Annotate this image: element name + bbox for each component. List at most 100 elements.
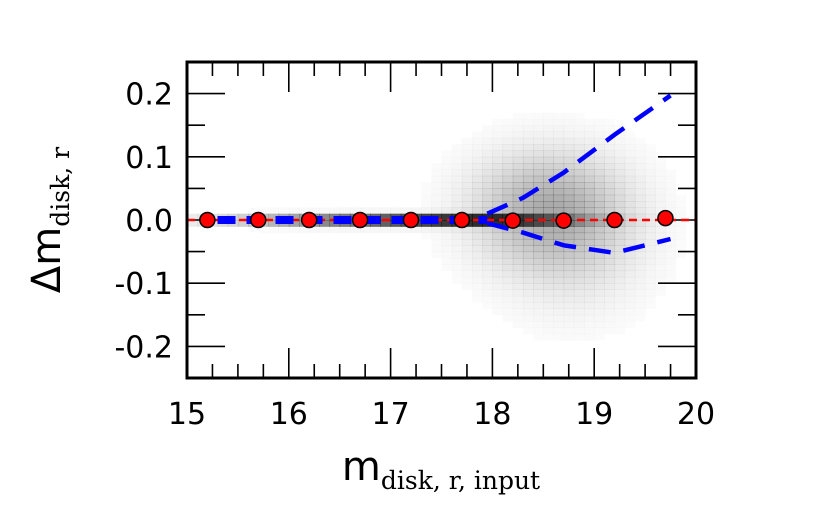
density-cell [645,157,656,164]
density-cell [676,195,687,202]
density-cell [584,257,595,265]
density-cell [564,321,575,328]
density-cell [594,276,605,284]
density-cell [584,270,595,278]
density-cell [451,182,463,189]
density-cell [604,315,615,322]
density-cell [553,131,565,139]
density-cell [533,188,544,196]
density-cell [614,201,626,208]
density-cell [676,201,687,208]
density-cell [512,283,524,291]
density-cell [533,163,544,170]
density-cell [289,226,300,233]
density-cell [461,182,473,189]
density-cell [472,296,483,303]
density-cell [472,213,483,221]
density-cell [594,283,605,291]
density-cell [452,264,463,271]
density-cell [482,144,493,151]
density-cell [533,289,544,297]
density-cell [634,207,646,215]
density-cell [502,251,514,259]
density-cell [563,201,575,208]
density-cell [512,201,524,208]
density-cell [553,125,564,132]
density-cell [452,277,463,284]
density-cell [584,315,595,322]
density-cell [614,169,626,177]
density-cell [574,321,585,328]
density-cell [624,283,636,291]
density-cell [624,201,636,208]
density-cell [461,175,473,183]
density-cell [441,226,453,234]
density-cell [462,264,473,271]
density-cell [573,302,585,309]
density-cell [584,188,595,196]
density-cell [442,245,453,252]
density-cell [442,150,453,157]
density-cell [502,188,514,196]
density-cell [482,238,493,246]
density-cell [594,264,605,272]
density-cell [431,163,442,170]
density-cell [533,283,544,291]
density-cell [492,150,504,158]
density-cell [543,207,554,215]
density-cell [573,232,585,240]
density-cell [563,137,575,145]
density-cell [492,308,503,315]
density-cell [624,257,636,265]
density-cell [522,238,534,246]
density-cell [655,290,666,297]
density-cell [543,220,554,227]
density-cell [584,207,595,215]
density-cell [461,169,473,177]
density-cell [604,270,616,278]
density-cell [614,182,626,189]
density-cell [522,283,534,291]
density-cell [533,302,544,309]
density-cell [513,113,524,120]
density-cell [573,188,585,196]
density-cell [594,169,605,177]
density-cell [594,132,605,139]
density-cell [533,327,544,334]
density-cell [442,258,453,265]
density-cell [482,150,493,158]
density-cell [533,119,544,126]
density-cell [645,296,656,303]
density-cell [594,194,605,202]
density-cell [512,245,524,253]
density-cell [462,144,473,151]
density-cell [461,207,473,215]
density-cell [543,232,554,240]
density-cell [492,276,504,284]
density-cell [553,144,565,151]
density-cell [594,150,605,158]
density-cell [635,290,646,297]
density-cell [482,194,493,202]
density-cell [289,207,300,214]
density-cell [645,271,656,278]
density-cell [584,119,595,126]
density-cell [634,163,646,170]
density-cell [502,201,514,208]
density-cell [655,258,666,265]
density-cell [421,188,432,195]
density-cell [624,175,636,183]
density-cell [522,220,534,227]
density-cell [604,245,616,253]
density-cell [665,201,676,208]
density-cell [584,182,595,189]
density-cell [462,150,473,157]
density-cell [502,245,514,253]
density-cell [512,188,524,196]
density-cell [513,321,524,328]
density-cell [462,283,473,290]
density-cell [655,264,666,271]
density-cell [512,137,524,145]
density-cell [543,144,554,151]
density-cell [634,251,646,259]
